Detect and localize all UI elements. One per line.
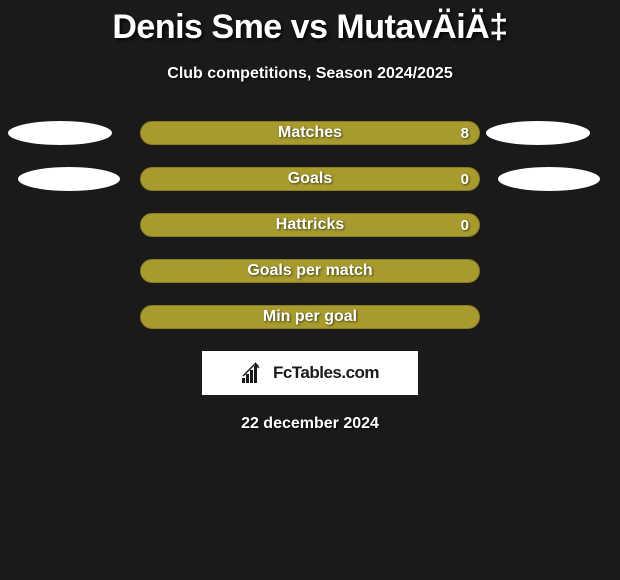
player-left-marker xyxy=(8,121,112,145)
stat-bar: Goals 0 xyxy=(140,167,480,191)
stat-value: 0 xyxy=(461,171,469,188)
player-right-marker xyxy=(486,121,590,145)
date-text: 22 december 2024 xyxy=(0,415,620,433)
logo-box[interactable]: FcTables.com xyxy=(202,351,418,395)
stat-label: Goals per match xyxy=(247,262,372,280)
stat-value: 0 xyxy=(461,217,469,234)
stat-label: Matches xyxy=(278,124,342,142)
player-left-marker xyxy=(18,167,120,191)
stat-row-min-per-goal: Min per goal xyxy=(0,305,620,329)
stats-area: Matches 8 Goals 0 Hattricks 0 Goals per … xyxy=(0,121,620,329)
stat-bar: Hattricks 0 xyxy=(140,213,480,237)
stat-label: Hattricks xyxy=(276,216,344,234)
logo-text: FcTables.com xyxy=(273,363,379,383)
page-title: Denis Sme vs MutavÄiÄ‡ xyxy=(0,8,620,47)
stat-label: Goals xyxy=(288,170,332,188)
stat-bar: Goals per match xyxy=(140,259,480,283)
stat-row-goals-per-match: Goals per match xyxy=(0,259,620,283)
logo: FcTables.com xyxy=(241,362,379,384)
stat-row-goals: Goals 0 xyxy=(0,167,620,191)
stat-row-hattricks: Hattricks 0 xyxy=(0,213,620,237)
stat-bar: Matches 8 xyxy=(140,121,480,145)
stat-value: 8 xyxy=(461,125,469,142)
player-right-marker xyxy=(498,167,600,191)
fctables-icon xyxy=(241,362,269,384)
stat-row-matches: Matches 8 xyxy=(0,121,620,145)
subtitle: Club competitions, Season 2024/2025 xyxy=(0,65,620,83)
stat-label: Min per goal xyxy=(263,308,357,326)
stat-bar: Min per goal xyxy=(140,305,480,329)
stats-card: Denis Sme vs MutavÄiÄ‡ Club competitions… xyxy=(0,0,620,433)
